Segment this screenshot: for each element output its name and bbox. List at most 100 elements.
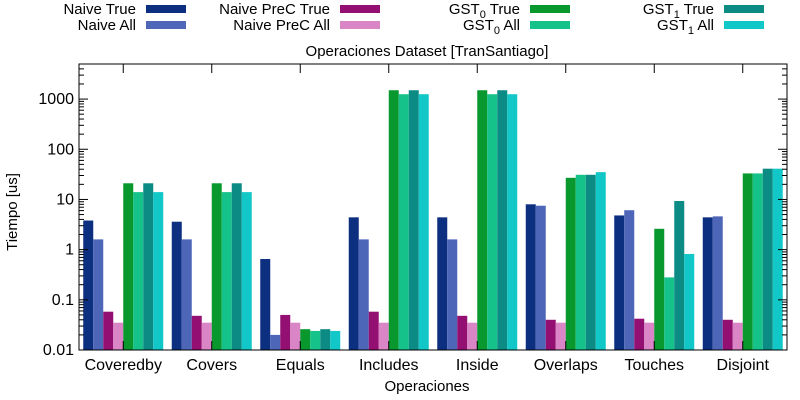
bar xyxy=(181,239,192,350)
bar xyxy=(143,183,154,350)
legend-label: Naive All xyxy=(78,17,136,34)
bar xyxy=(221,192,232,350)
legend-swatch xyxy=(724,21,764,29)
bar xyxy=(634,318,645,350)
bar xyxy=(497,90,508,350)
bar xyxy=(310,330,321,350)
legend-label: GST0 True xyxy=(449,1,520,21)
bar xyxy=(565,177,576,350)
bar xyxy=(585,174,596,350)
bar xyxy=(358,239,369,350)
bar xyxy=(113,322,124,350)
bar xyxy=(320,329,331,350)
bar xyxy=(378,322,389,350)
bar xyxy=(103,311,114,350)
y-tick-label: 0.1 xyxy=(52,292,74,309)
legend-swatch xyxy=(340,5,380,13)
bar xyxy=(231,183,242,350)
x-tick-label: Inside xyxy=(456,357,499,374)
x-tick-label: Overlaps xyxy=(534,357,598,374)
y-tick-label: 100 xyxy=(47,141,74,158)
bar xyxy=(654,228,665,350)
bars-group xyxy=(83,90,783,350)
legend-swatch xyxy=(530,21,570,29)
bar xyxy=(368,311,379,350)
y-axis: 0.01 0.1 1 10 100 1000 xyxy=(38,68,787,359)
bar xyxy=(171,221,182,350)
bar xyxy=(418,94,429,350)
bar xyxy=(241,192,252,350)
bar xyxy=(398,94,409,350)
bar xyxy=(674,201,685,350)
bar xyxy=(644,322,655,350)
legend-label: Naive PreC True xyxy=(219,1,330,18)
bar xyxy=(201,322,212,350)
bar xyxy=(153,192,164,350)
y-tick-label: 0.01 xyxy=(43,342,74,359)
bar xyxy=(555,322,566,350)
chart-title: Operaciones Dataset [TranSantiago] xyxy=(306,43,549,60)
bar xyxy=(752,173,763,350)
bar xyxy=(408,90,419,350)
bar xyxy=(772,168,783,350)
bar xyxy=(457,315,468,350)
x-tick-label: Touches xyxy=(624,357,684,374)
bar xyxy=(270,334,281,350)
bar xyxy=(191,315,202,350)
bar xyxy=(133,192,144,350)
bar xyxy=(684,253,695,350)
legend-label: GST0 All xyxy=(463,17,520,37)
bar xyxy=(702,217,713,350)
y-tick-label: 1000 xyxy=(38,91,74,108)
bar xyxy=(664,277,675,350)
bar xyxy=(83,220,94,350)
legend-label: Naive PreC All xyxy=(233,17,330,34)
legend-swatch xyxy=(724,5,764,13)
bar xyxy=(477,90,488,350)
bar xyxy=(348,217,359,350)
bar xyxy=(712,216,723,350)
y-tick-label: 10 xyxy=(56,191,74,208)
x-tick-label: Coveredby xyxy=(85,357,162,374)
legend-swatch xyxy=(146,21,186,29)
bar xyxy=(388,90,399,350)
x-axis: Coveredby Covers Equals Includes Inside Overl… xyxy=(85,64,770,374)
bar xyxy=(93,239,104,350)
bar xyxy=(595,172,606,350)
bar xyxy=(722,319,733,350)
x-axis-label: Operaciones xyxy=(384,378,469,395)
legend-swatch xyxy=(530,5,570,13)
bar xyxy=(525,204,536,350)
bar xyxy=(447,239,458,350)
bar xyxy=(330,330,341,350)
bar xyxy=(211,183,222,350)
legend-label: GST1 True xyxy=(643,1,714,21)
bar xyxy=(487,94,498,350)
bar xyxy=(545,319,556,350)
bar xyxy=(732,322,743,350)
bar xyxy=(467,322,478,350)
bar xyxy=(280,314,291,350)
bar xyxy=(507,94,518,350)
bar xyxy=(624,210,635,350)
legend-swatch xyxy=(340,21,380,29)
bar xyxy=(123,183,134,350)
bar xyxy=(437,217,448,350)
legend-label: Naive True xyxy=(63,1,136,18)
legend-label: GST1 All xyxy=(657,17,714,37)
bar xyxy=(300,329,311,350)
bar xyxy=(290,322,301,350)
bar xyxy=(762,168,773,350)
y-tick-label: 1 xyxy=(65,242,74,259)
x-tick-label: Equals xyxy=(276,357,325,374)
bar xyxy=(535,205,546,350)
x-tick-label: Includes xyxy=(359,357,419,374)
legend-swatch xyxy=(146,5,186,13)
y-axis-label: Tiempo [us] xyxy=(4,173,21,251)
bar xyxy=(575,174,586,350)
x-tick-label: Disjoint xyxy=(717,357,770,374)
bar xyxy=(260,259,271,350)
bar xyxy=(614,215,625,350)
